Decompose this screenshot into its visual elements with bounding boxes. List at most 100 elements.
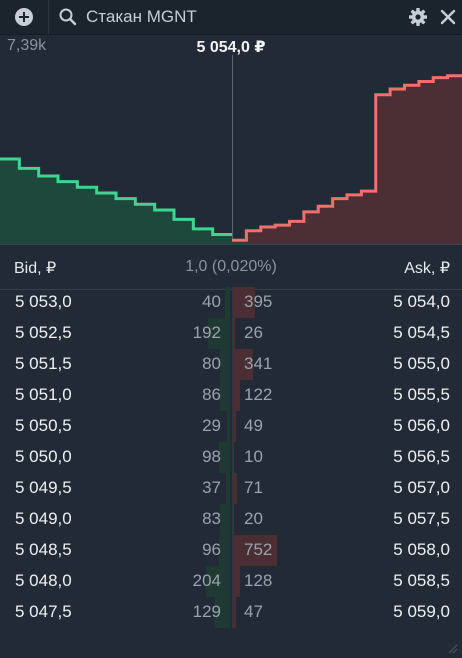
order-book-row[interactable]: 5 048,0 204 128 5 058,5 [0,566,462,597]
bid-volume-bar [220,504,230,535]
bid-depth-area [0,158,232,244]
ask-volume-bar [233,473,237,504]
bid-volume-bar [206,566,230,597]
order-book-row[interactable]: 5 048,5 96 752 5 058,0 [0,535,462,566]
ask-quantity: 341 [244,354,273,373]
ask-column-header: Ask, ₽ [404,260,450,277]
ask-volume-bar [233,535,277,566]
bid-price: 5 053,0 [15,292,72,311]
widget-header [0,0,462,35]
ask-volume-bar [233,504,234,535]
ask-price: 5 059,0 [393,602,450,621]
search-input[interactable] [86,7,386,27]
ask-quantity: 47 [244,602,263,621]
order-book-row[interactable]: 5 052,5 192 26 5 054,5 [0,318,462,349]
bid-volume-bar [226,473,230,504]
bid-price: 5 050,5 [15,416,72,435]
gear-icon [409,8,427,26]
bid-volume-bar [227,411,230,442]
bid-price: 5 050,0 [15,447,72,466]
depth-chart-svg [0,55,462,244]
book-column-header: Bid, ₽ 1,0 (0,020%) Ask, ₽ [0,244,462,290]
ask-quantity: 128 [244,571,273,590]
bid-quantity: 96 [202,540,221,559]
bid-quantity: 29 [202,416,221,435]
bid-quantity: 37 [202,478,221,497]
bid-price: 5 052,5 [15,323,72,342]
ask-price: 5 055,0 [393,354,450,373]
ask-depth-area [232,75,462,244]
depth-chart: 7,39k 5 054,0 ₽ [0,35,462,244]
bid-quantity: 192 [192,323,221,342]
ask-quantity: 26 [244,323,263,342]
close-icon [440,9,456,25]
ask-price: 5 058,5 [393,571,450,590]
ask-volume-bar [233,287,255,318]
add-widget-button[interactable] [0,0,49,34]
order-book-row[interactable]: 5 053,0 40 395 5 054,0 [0,287,462,318]
ask-price: 5 054,5 [393,323,450,342]
bid-price: 5 051,5 [15,354,72,373]
ask-quantity: 122 [244,385,273,404]
settings-button[interactable] [404,0,432,34]
bid-price: 5 051,0 [15,385,72,404]
ask-price: 5 056,5 [393,447,450,466]
bid-quantity: 129 [192,602,221,621]
bid-price: 5 048,5 [15,540,72,559]
ask-volume-bar [233,318,235,349]
bid-quantity: 204 [192,571,221,590]
order-book-row[interactable]: 5 049,5 37 71 5 057,0 [0,473,462,504]
order-book-row[interactable]: 5 051,0 86 122 5 055,5 [0,380,462,411]
instrument-search[interactable] [58,0,386,34]
order-book-row[interactable]: 5 050,0 98 10 5 056,5 [0,442,462,473]
bid-volume-bar [225,287,230,318]
search-icon [59,8,77,26]
bid-price: 5 049,0 [15,509,72,528]
bid-quantity: 86 [202,385,221,404]
bid-quantity: 80 [202,354,221,373]
spread-value: 1,0 (0,020%) [185,258,277,275]
bid-volume-bar [219,442,230,473]
ask-price: 5 057,0 [393,478,450,497]
ask-volume-bar [233,380,240,411]
depth-volume-label: 7,39k [7,37,47,54]
bid-price: 5 047,5 [15,602,72,621]
ask-price: 5 054,0 [393,292,450,311]
bid-volume-bar [220,380,230,411]
bid-volume-bar [208,318,230,349]
ask-price: 5 058,0 [393,540,450,559]
bid-quantity: 98 [202,447,221,466]
bid-price: 5 048,0 [15,571,72,590]
ask-volume-bar [233,442,234,473]
close-button[interactable] [434,0,462,34]
order-book-table: 5 053,0 40 395 5 054,0 5 052,5 192 26 5 054,5 5 … [0,287,462,629]
ask-quantity: 49 [244,416,263,435]
bid-price: 5 049,5 [15,478,72,497]
bid-column-header: Bid, ₽ [14,260,57,277]
bid-quantity: 40 [202,292,221,311]
plus-circle-icon [15,8,33,26]
ask-volume-bar [233,349,253,380]
ask-quantity: 752 [244,540,273,559]
ask-quantity: 395 [244,292,273,311]
ask-depth-line [232,74,462,242]
ask-quantity: 71 [244,478,263,497]
bid-depth-line [0,157,232,237]
bid-volume-bar [215,597,230,628]
ask-price: 5 057,5 [393,509,450,528]
order-book-row[interactable]: 5 051,5 80 341 5 055,0 [0,349,462,380]
ask-volume-bar [233,566,240,597]
ask-quantity: 10 [244,447,263,466]
ask-quantity: 20 [244,509,263,528]
order-book-row[interactable]: 5 047,5 129 47 5 059,0 [0,597,462,628]
order-book-row[interactable]: 5 050,5 29 49 5 056,0 [0,411,462,442]
bid-volume-bar [219,535,230,566]
ask-volume-bar [233,411,236,442]
mid-price: 5 054,0 ₽ [196,39,266,56]
ask-price: 5 055,5 [393,385,450,404]
bid-volume-bar [220,349,230,380]
center-divider [232,287,233,629]
order-book-row[interactable]: 5 049,0 83 20 5 057,5 [0,504,462,535]
resize-grip-icon[interactable] [446,642,458,654]
